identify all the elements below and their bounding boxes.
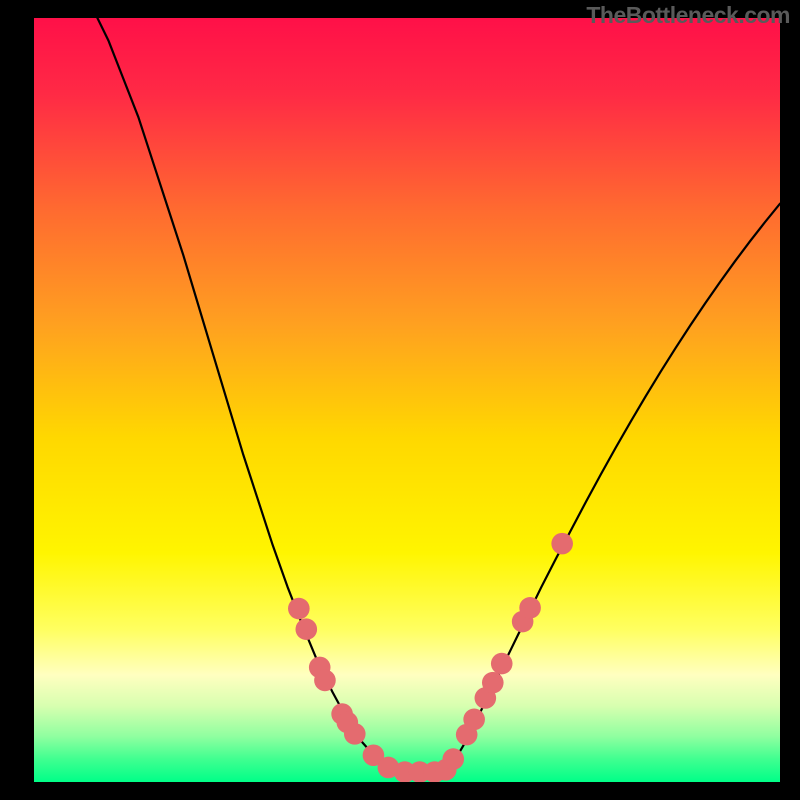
data-marker bbox=[551, 533, 573, 555]
data-marker bbox=[288, 598, 310, 620]
data-marker bbox=[482, 672, 504, 694]
plot-background bbox=[34, 18, 780, 782]
data-marker bbox=[344, 723, 366, 745]
plot-area bbox=[34, 18, 780, 782]
data-marker bbox=[314, 670, 336, 692]
data-marker bbox=[463, 709, 485, 731]
figure-root: TheBottleneck.com bbox=[0, 0, 800, 800]
plot-svg bbox=[34, 18, 780, 782]
data-marker bbox=[295, 618, 317, 640]
data-marker bbox=[442, 748, 464, 770]
watermark-text: TheBottleneck.com bbox=[586, 2, 790, 29]
data-marker bbox=[519, 597, 541, 619]
data-marker bbox=[491, 653, 513, 675]
